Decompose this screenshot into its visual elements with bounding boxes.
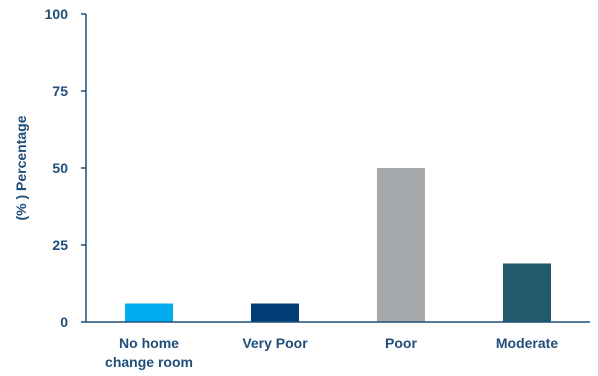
category-labels: No home change room Very Poor Poor Moderate (105, 335, 558, 370)
y-tick-label: 50 (52, 160, 68, 176)
y-tick-label: 100 (45, 6, 69, 22)
bar (377, 168, 425, 322)
y-ticks: 0 25 50 75 100 (45, 6, 86, 330)
y-tick-label: 0 (60, 314, 68, 330)
x-category-label: Moderate (496, 335, 558, 351)
bar (251, 303, 299, 322)
x-category-label-line: Moderate (496, 335, 558, 351)
x-category-label-line: Very Poor (242, 335, 308, 351)
x-category-label-line: Poor (385, 335, 417, 351)
y-axis-title-text: (% ) Percentage (13, 115, 29, 220)
x-category-label: No home change room (105, 335, 193, 370)
x-category-label-line: change room (105, 354, 193, 370)
y-axis-title: (% ) Percentage (13, 115, 29, 220)
y-tick-label: 75 (52, 83, 68, 99)
bar (125, 303, 173, 322)
axes (85, 14, 590, 323)
y-tick-label: 25 (52, 237, 68, 253)
bars (125, 168, 551, 322)
x-category-label-line: No home (119, 335, 179, 351)
x-category-label: Very Poor (242, 335, 308, 351)
bar (503, 263, 551, 322)
x-category-label: Poor (385, 335, 417, 351)
